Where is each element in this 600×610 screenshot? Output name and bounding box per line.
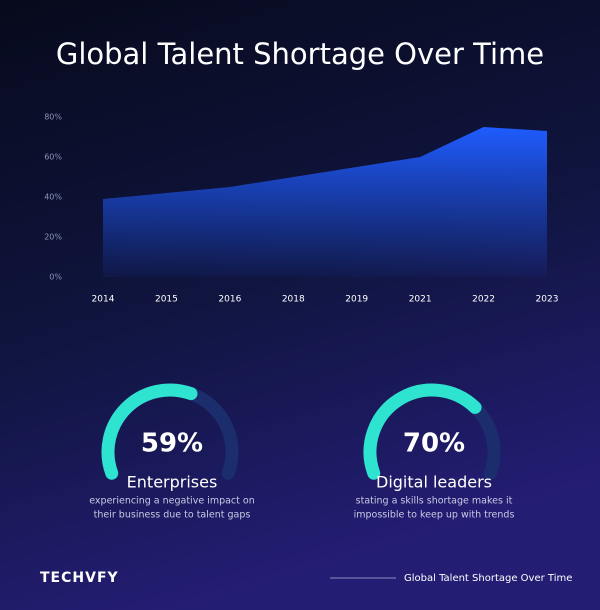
x-tick-label: 2022 [472, 295, 495, 305]
gauge-description: stating a skills shortage makes it [356, 496, 513, 507]
y-tick-label: 60% [44, 153, 62, 162]
gauge-description: their business due to talent gaps [94, 510, 251, 521]
x-tick-label: 2014 [92, 295, 115, 305]
x-tick-label: 2023 [536, 295, 559, 305]
gauge-title: Enterprises [127, 473, 218, 492]
gauge-description: impossible to keep up with trends [354, 510, 515, 521]
gauge-value: 70% [403, 429, 465, 459]
footer-caption: Global Talent Shortage Over Time [404, 573, 572, 584]
brand: TECHVFY [40, 570, 119, 586]
gauge-fill [101, 383, 198, 480]
area [103, 127, 547, 277]
y-tick-label: 20% [44, 233, 62, 242]
x-tick-label: 2019 [345, 295, 368, 305]
x-tick-label: 2015 [155, 295, 178, 305]
x-tick-label: 2018 [282, 295, 305, 305]
gauge-title: Digital leaders [376, 473, 492, 492]
y-tick-label: 40% [44, 193, 62, 202]
gauge-fill [363, 383, 482, 480]
gauge-value: 59% [141, 429, 203, 459]
x-tick-label: 2016 [218, 295, 241, 305]
chart-title: Global Talent Shortage Over Time [56, 37, 544, 71]
x-tick-label: 2021 [409, 295, 432, 305]
y-tick-label: 0% [49, 273, 62, 282]
y-tick-label: 80% [44, 113, 62, 122]
gauge-description: experiencing a negative impact on [89, 496, 254, 507]
